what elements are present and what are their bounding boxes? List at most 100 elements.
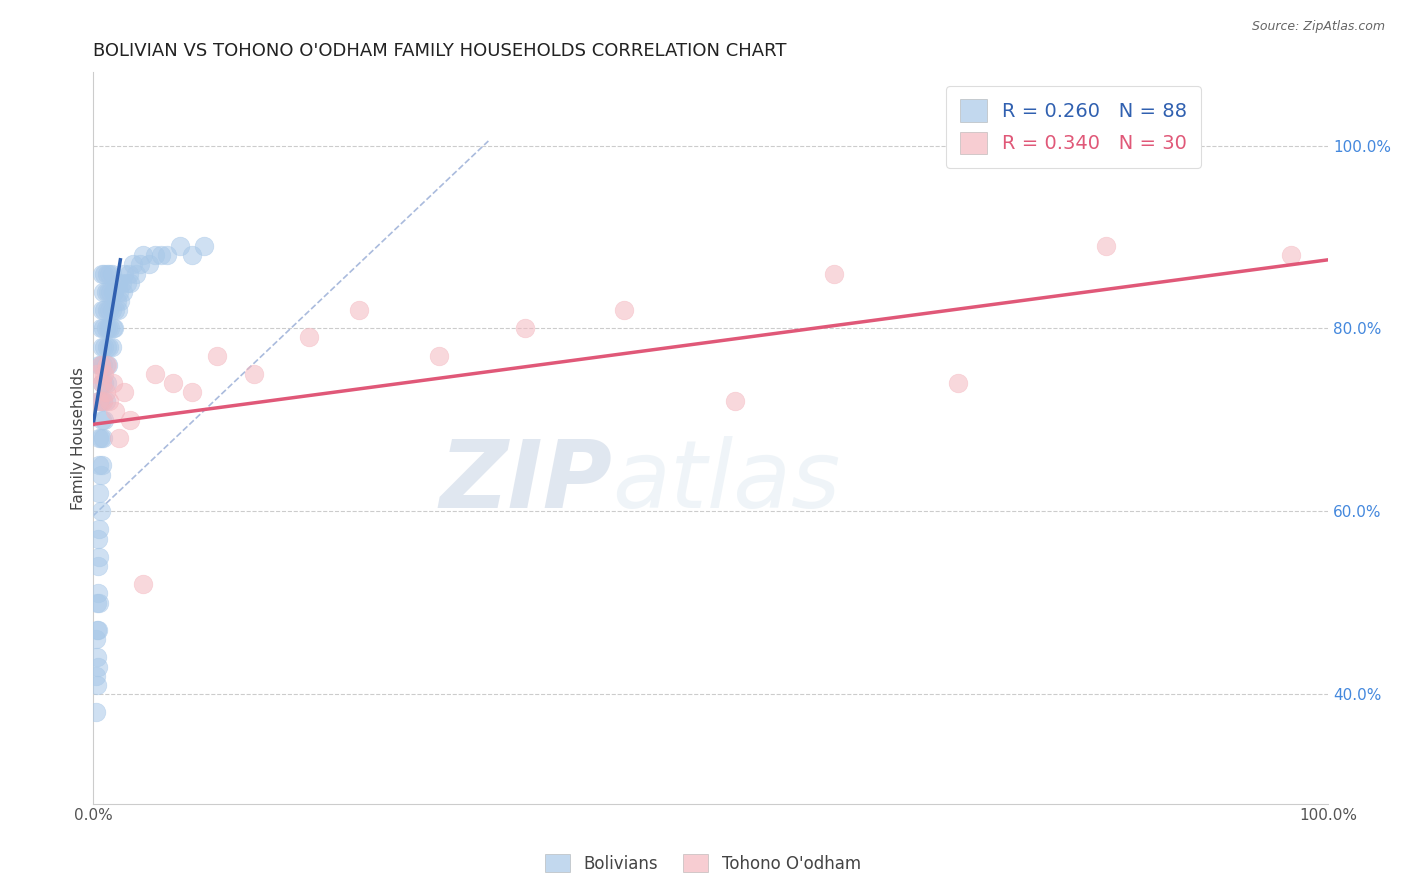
Text: atlas: atlas bbox=[612, 436, 841, 527]
Point bbox=[108, 285, 131, 299]
Point bbox=[120, 413, 142, 427]
Point bbox=[89, 595, 111, 609]
Point bbox=[946, 376, 969, 391]
Point bbox=[125, 267, 148, 281]
Text: Source: ZipAtlas.com: Source: ZipAtlas.com bbox=[1251, 20, 1385, 33]
Point bbox=[101, 285, 124, 299]
Point bbox=[84, 705, 107, 719]
Point bbox=[143, 367, 166, 381]
Point bbox=[205, 349, 228, 363]
Point bbox=[98, 340, 121, 354]
Point bbox=[108, 431, 131, 445]
Point bbox=[104, 303, 127, 318]
Point bbox=[91, 358, 114, 372]
Point bbox=[97, 285, 120, 299]
Point bbox=[115, 276, 138, 290]
Point bbox=[90, 413, 112, 427]
Point bbox=[347, 303, 370, 318]
Point bbox=[242, 367, 264, 381]
Point bbox=[86, 650, 108, 665]
Point bbox=[181, 248, 204, 262]
Point bbox=[90, 458, 112, 473]
Point bbox=[93, 376, 115, 391]
Point bbox=[131, 577, 153, 591]
Point bbox=[100, 267, 122, 281]
Point bbox=[84, 668, 107, 682]
Point bbox=[96, 303, 118, 318]
Point bbox=[90, 504, 112, 518]
Point bbox=[724, 394, 747, 409]
Point bbox=[107, 303, 129, 318]
Point bbox=[87, 532, 110, 546]
Point bbox=[100, 303, 122, 318]
Point bbox=[90, 321, 112, 335]
Legend: Bolivians, Tohono O'odham: Bolivians, Tohono O'odham bbox=[538, 847, 868, 880]
Point bbox=[100, 340, 122, 354]
Point bbox=[103, 321, 125, 335]
Point bbox=[87, 659, 110, 673]
Point bbox=[107, 276, 129, 290]
Point bbox=[89, 486, 111, 500]
Point bbox=[93, 413, 115, 427]
Point bbox=[94, 285, 117, 299]
Point bbox=[90, 340, 112, 354]
Point bbox=[89, 458, 111, 473]
Point bbox=[86, 367, 108, 381]
Point bbox=[94, 358, 117, 372]
Point bbox=[111, 285, 134, 299]
Point bbox=[181, 385, 204, 400]
Point bbox=[96, 267, 118, 281]
Point bbox=[90, 376, 112, 391]
Point bbox=[150, 248, 173, 262]
Point bbox=[104, 403, 127, 417]
Point bbox=[156, 248, 179, 262]
Point bbox=[94, 385, 117, 400]
Point bbox=[100, 321, 122, 335]
Point bbox=[129, 257, 152, 271]
Point bbox=[298, 330, 321, 344]
Point bbox=[87, 559, 110, 574]
Point bbox=[823, 267, 845, 281]
Point bbox=[90, 358, 112, 372]
Point bbox=[101, 376, 124, 391]
Point bbox=[105, 293, 128, 308]
Point bbox=[427, 349, 450, 363]
Point bbox=[93, 367, 115, 381]
Point bbox=[91, 321, 114, 335]
Point bbox=[93, 267, 115, 281]
Point bbox=[93, 340, 115, 354]
Point bbox=[96, 340, 118, 354]
Point bbox=[143, 248, 166, 262]
Point bbox=[90, 303, 112, 318]
Point bbox=[169, 239, 191, 253]
Point bbox=[89, 394, 111, 409]
Y-axis label: Family Households: Family Households bbox=[72, 367, 86, 509]
Point bbox=[90, 467, 112, 482]
Point bbox=[98, 267, 121, 281]
Point bbox=[98, 394, 121, 409]
Point bbox=[112, 267, 135, 281]
Point bbox=[94, 394, 117, 409]
Point bbox=[138, 257, 160, 271]
Point bbox=[91, 394, 114, 409]
Point bbox=[97, 321, 120, 335]
Legend: R = 0.260   N = 88, R = 0.340   N = 30: R = 0.260 N = 88, R = 0.340 N = 30 bbox=[946, 86, 1201, 168]
Text: BOLIVIAN VS TOHONO O'ODHAM FAMILY HOUSEHOLDS CORRELATION CHART: BOLIVIAN VS TOHONO O'ODHAM FAMILY HOUSEH… bbox=[93, 42, 787, 60]
Point bbox=[515, 321, 537, 335]
Point bbox=[94, 321, 117, 335]
Point bbox=[90, 267, 112, 281]
Point bbox=[162, 376, 184, 391]
Point bbox=[91, 394, 114, 409]
Point bbox=[89, 431, 111, 445]
Point bbox=[1095, 239, 1118, 253]
Point bbox=[93, 303, 115, 318]
Point bbox=[84, 632, 107, 646]
Point bbox=[87, 586, 110, 600]
Point bbox=[118, 267, 141, 281]
Point bbox=[97, 358, 120, 372]
Point bbox=[110, 293, 132, 308]
Point bbox=[90, 358, 112, 372]
Point bbox=[103, 285, 125, 299]
Point bbox=[87, 623, 110, 637]
Point bbox=[90, 394, 112, 409]
